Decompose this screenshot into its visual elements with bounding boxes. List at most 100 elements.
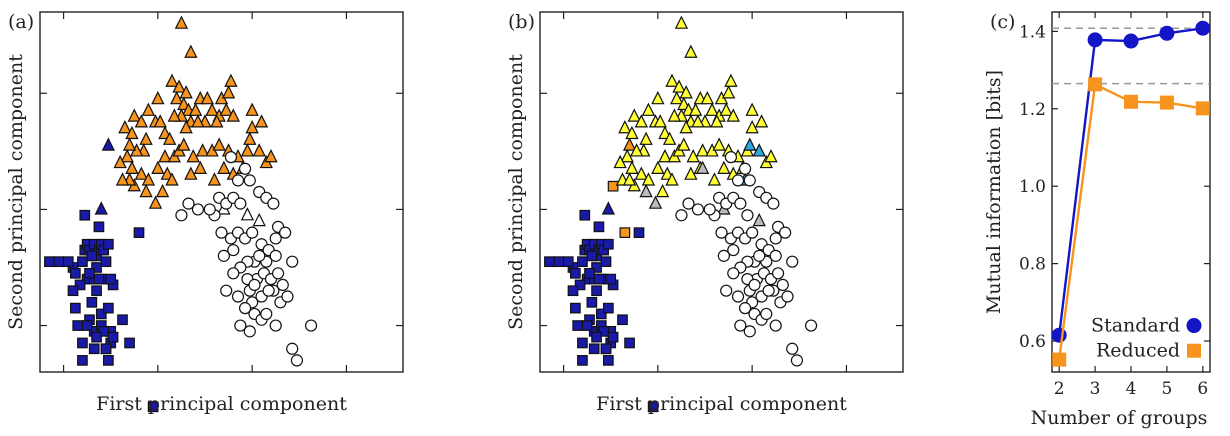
series-standard (1051, 20, 1211, 343)
data-point (281, 290, 294, 303)
data-point (1087, 32, 1103, 48)
series-triangle-6 (639, 160, 766, 227)
scatter-panel-b: (b) First principal component Second princ… (505, 11, 904, 415)
data-point (77, 355, 88, 366)
data-point (158, 149, 172, 163)
legend-label: Standard (1091, 315, 1180, 337)
series-circle-7 (675, 151, 818, 367)
data-point (117, 314, 128, 326)
data-point (620, 149, 634, 163)
series-square-0 (544, 209, 659, 413)
panel-label: (c) (990, 11, 1015, 33)
panel-label: (a) (8, 11, 34, 33)
data-point (686, 149, 700, 163)
data-point (591, 285, 602, 297)
data-point (600, 256, 612, 268)
data-point (271, 267, 285, 280)
data-point (100, 256, 112, 268)
data-point (600, 343, 612, 355)
data-point (252, 212, 266, 227)
data-point (118, 120, 132, 134)
data-point (738, 302, 752, 315)
data-point (651, 160, 665, 174)
data-point (134, 114, 149, 128)
data-point (243, 174, 256, 187)
data-point (88, 343, 100, 355)
data-point (1195, 101, 1210, 116)
data-point (703, 203, 716, 216)
data-point (220, 284, 233, 297)
data-point (1052, 352, 1067, 367)
data-point (269, 232, 282, 245)
data-point (712, 137, 726, 151)
data-point (227, 267, 240, 280)
data-point (651, 90, 665, 105)
series-triangle-3 (622, 137, 637, 151)
data-point (624, 337, 635, 349)
data-point (231, 174, 245, 187)
data-point (634, 114, 649, 128)
data-point (622, 172, 637, 186)
data-point (752, 143, 766, 157)
data-point (727, 243, 740, 257)
data-point (72, 320, 84, 331)
data-point (219, 102, 233, 116)
data-point (570, 267, 581, 279)
data-point (184, 166, 198, 180)
data-point (588, 343, 600, 355)
data-point (743, 137, 757, 151)
data-point (670, 90, 684, 105)
data-point (767, 197, 780, 210)
legend-entry-reduced: Reduced (1096, 340, 1201, 362)
series-square-0 (44, 209, 159, 413)
data-point (553, 256, 565, 268)
data-point (286, 255, 299, 268)
data-point (103, 355, 114, 366)
x-tick-label: 5 (1161, 379, 1172, 399)
data-point (745, 102, 759, 116)
data-point (584, 267, 595, 279)
data-point (567, 285, 579, 297)
data-point (238, 302, 252, 315)
data-point (684, 166, 698, 180)
data-point (760, 307, 773, 321)
data-point (715, 226, 728, 239)
data-point (579, 209, 591, 221)
data-point (595, 308, 607, 320)
data-point (81, 320, 93, 331)
data-point (743, 174, 756, 187)
data-point (167, 108, 182, 122)
data-point (221, 85, 236, 99)
data-point (70, 267, 81, 279)
data-point (227, 243, 240, 257)
data-point (586, 250, 598, 262)
data-point (731, 290, 745, 303)
data-point (162, 131, 177, 145)
data-point (77, 256, 88, 268)
data-point (1159, 95, 1174, 110)
data-point (786, 342, 799, 355)
data-point (734, 319, 747, 332)
data-point (103, 302, 114, 314)
data-point (248, 278, 261, 292)
data-point (122, 137, 137, 151)
data-point (240, 207, 255, 221)
series-line (1057, 27, 1203, 336)
data-point (191, 203, 205, 216)
data-point (781, 290, 794, 303)
data-point (647, 401, 659, 413)
data-point (210, 114, 224, 128)
series-triangle-1 (94, 137, 116, 215)
data-point (544, 256, 555, 268)
data-point (155, 183, 170, 198)
data-point (705, 102, 719, 116)
plot-frame (539, 11, 904, 373)
data-point (622, 137, 637, 151)
data-point (231, 290, 245, 303)
data-point (70, 302, 81, 314)
data-point (79, 209, 91, 221)
data-point (269, 319, 282, 332)
data-point (141, 102, 156, 116)
data-point (262, 284, 275, 297)
